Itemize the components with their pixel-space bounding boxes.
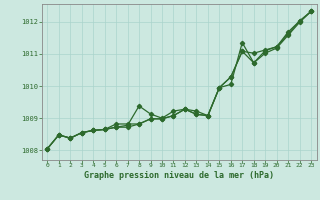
X-axis label: Graphe pression niveau de la mer (hPa): Graphe pression niveau de la mer (hPa) xyxy=(84,171,274,180)
